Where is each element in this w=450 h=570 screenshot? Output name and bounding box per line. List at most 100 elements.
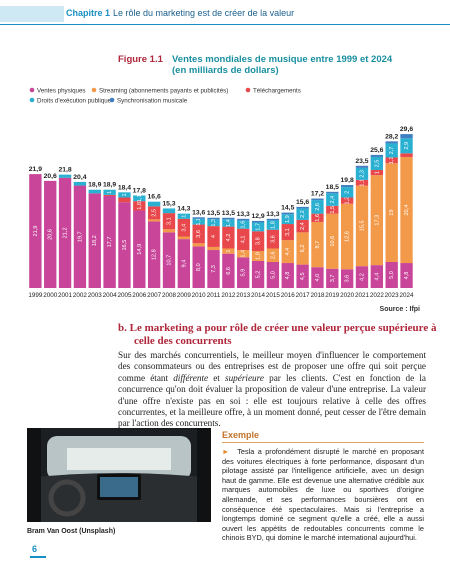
bar-segment	[207, 217, 220, 220]
total-label: 18,9	[103, 182, 116, 189]
chart: Figure 1.1 Ventes mondiales de musique e…	[28, 54, 415, 299]
bar-segment	[162, 232, 176, 288]
x-tick-label: 2021	[355, 292, 370, 299]
bar-segment	[326, 193, 339, 206]
bar-segment	[207, 250, 220, 288]
bar-segment	[192, 218, 205, 225]
bar-segment	[103, 194, 116, 196]
bar-segment	[400, 153, 413, 157]
total-label: 23,5	[355, 158, 368, 165]
legend-marker	[29, 97, 35, 103]
example-title: Exemple	[222, 430, 424, 443]
bar-segment	[266, 248, 280, 262]
bar-segment	[311, 200, 324, 214]
bar-segment	[340, 203, 354, 270]
bar-segment	[147, 201, 161, 207]
x-tick-label: 2007	[147, 292, 162, 299]
segment-label: 2,6	[315, 203, 321, 211]
total-label: 18,5	[326, 184, 339, 191]
legend-marker	[91, 87, 97, 93]
segment-label: 1	[181, 215, 187, 218]
bar-segment	[340, 185, 354, 188]
segment-label: 5,9	[241, 269, 247, 277]
x-tick-label: 2000	[43, 292, 58, 299]
bar-segment	[162, 229, 176, 233]
chapter: Chapitre 1	[66, 8, 111, 18]
bar-segment	[385, 141, 398, 144]
segment-label: 1,6	[241, 221, 247, 229]
photo	[27, 428, 211, 522]
segment-label: 1	[226, 250, 232, 253]
bar-segment	[237, 220, 250, 229]
segment-label: 4,8	[285, 272, 291, 280]
segment-label: 1	[122, 193, 128, 196]
x-tick-label: 2003	[88, 292, 103, 299]
bar-segment	[281, 263, 294, 288]
segment-label: 19,7	[77, 231, 83, 242]
total-label: 13,3	[266, 211, 279, 218]
bar-segment	[118, 197, 131, 203]
x-tick-label: 2002	[73, 292, 88, 299]
total-label: 20,6	[44, 173, 57, 180]
segment-label: 4,8	[404, 272, 410, 280]
bar-segment	[251, 231, 265, 252]
bar-segment	[162, 213, 176, 230]
chart-subtitle: (en milliards de dollars)	[172, 65, 279, 76]
bar-segment	[370, 175, 384, 266]
photo-caption: Bram Van Oost (Unsplash)	[27, 528, 116, 535]
total-label: 20,4	[73, 174, 86, 181]
bar-segment	[177, 218, 191, 237]
segment-label: 2	[345, 191, 351, 194]
segment-label: 1,1	[137, 194, 143, 202]
total-label: 28,2	[385, 133, 398, 140]
segment-label: 1,3	[211, 219, 217, 227]
text: Sur des marchés concurrentiels, le meill…	[118, 350, 426, 383]
segment-label: 8,7	[315, 241, 321, 249]
x-tick-label: 2024	[400, 292, 415, 299]
text: et	[208, 372, 226, 383]
bar-segment	[355, 185, 369, 267]
bar-segment	[133, 195, 146, 202]
total-label: 15,3	[162, 200, 175, 207]
bar-segment	[370, 156, 384, 170]
bar-segment	[266, 229, 280, 249]
total-label: 13,5	[222, 210, 235, 217]
bar-segment	[355, 165, 369, 168]
legend-marker	[29, 87, 35, 93]
bar-segment	[58, 174, 72, 178]
header-rule	[0, 24, 450, 25]
segment-label: 10,7	[166, 255, 172, 266]
x-tick-label: 2015	[266, 292, 281, 299]
segment-label: 1,2	[345, 197, 351, 205]
segment-label: 17,7	[107, 237, 113, 248]
segment-label: 3,1	[285, 228, 291, 236]
bar-segment	[370, 154, 384, 157]
legend-label: Droits d'exécution publique	[37, 97, 112, 104]
bar-segment	[192, 217, 205, 219]
bar-segment	[237, 257, 250, 288]
bar-segment	[251, 222, 265, 232]
bar-segment	[177, 213, 191, 219]
segment-label: 3,8	[256, 237, 262, 245]
bar-segment	[251, 251, 265, 261]
segment-label: 2,2	[300, 210, 306, 218]
segment-label: 1,9	[256, 252, 262, 260]
chapter-title: Le rôle du marketing est de créer de la …	[113, 8, 295, 18]
bar-segment	[385, 262, 398, 288]
page-number-rule	[30, 556, 46, 558]
bar-segment	[385, 163, 398, 262]
bar-segment	[281, 240, 294, 264]
header-band	[0, 6, 64, 22]
segment-label: 20,4	[404, 205, 410, 216]
total-label: 13,3	[237, 211, 250, 218]
segment-label: 3,4	[181, 224, 187, 232]
chart-title: Ventes mondiales de musique entre 1999 e…	[172, 54, 393, 65]
segment-label: 3,7	[330, 274, 336, 282]
bar-segment	[222, 219, 235, 227]
total-label: 12,9	[251, 213, 264, 220]
segment-label: 5,0	[270, 271, 276, 279]
total-label: 21,8	[58, 167, 71, 174]
segment-label: 1,8	[270, 221, 276, 229]
x-tick-label: 2006	[132, 292, 147, 299]
